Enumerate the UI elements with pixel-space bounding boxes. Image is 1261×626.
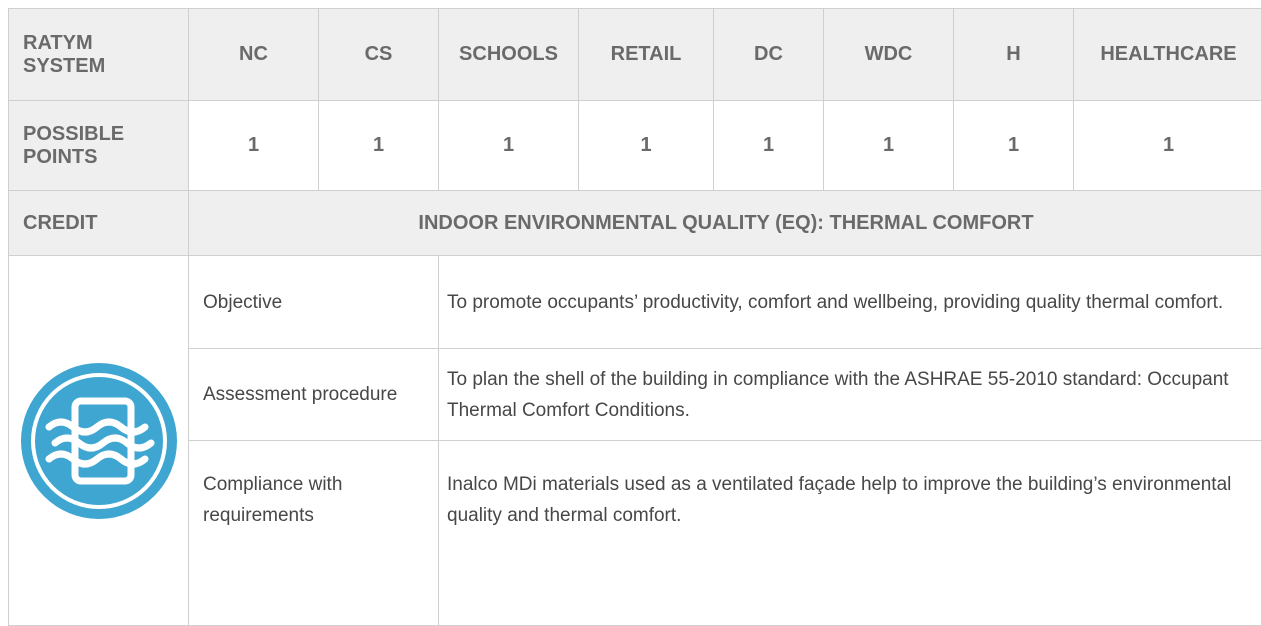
row-description: To plan the shell of the building in com… xyxy=(439,349,1261,441)
points-cell: 1 xyxy=(954,101,1074,191)
row-label: Compliance with requirements xyxy=(189,441,439,626)
header-cell: SCHOOLS xyxy=(439,9,579,101)
row-label: Objective xyxy=(189,256,439,349)
points-cell: 1 xyxy=(714,101,824,191)
credit-value: INDOOR ENVIRONMENTAL QUALITY (EQ): THERM… xyxy=(189,191,1261,256)
body-row: Objective To promote occupants’ producti… xyxy=(9,256,1261,349)
row-description: To promote occupants’ productivity, comf… xyxy=(439,256,1261,349)
row-label: Assessment proce­dure xyxy=(189,349,439,441)
points-label: POSSIBLE POINTS xyxy=(9,101,189,191)
header-cell: H xyxy=(954,9,1074,101)
row-description: Inalco MDi materials used as a ventilate… xyxy=(439,441,1261,626)
body-row: Assessment proce­dure To plan the shell … xyxy=(9,349,1261,441)
credit-row: CREDIT INDOOR ENVIRONMENTAL QUALITY (EQ)… xyxy=(9,191,1261,256)
icon-cell xyxy=(9,256,189,626)
header-cell: HEALTHCARE xyxy=(1074,9,1261,101)
header-cell: DC xyxy=(714,9,824,101)
body-row: Compliance with requirements Inalco MDi … xyxy=(9,441,1261,626)
points-cell: 1 xyxy=(824,101,954,191)
header-cell: NC xyxy=(189,9,319,101)
credit-label: CREDIT xyxy=(9,191,189,256)
points-cell: 1 xyxy=(1074,101,1261,191)
header-label: RATYM SYSTEM xyxy=(9,9,189,101)
points-cell: 1 xyxy=(579,101,714,191)
points-cell: 1 xyxy=(439,101,579,191)
header-cell: RETAIL xyxy=(579,9,714,101)
points-cell: 1 xyxy=(319,101,439,191)
header-cell: WDC xyxy=(824,9,954,101)
points-cell: 1 xyxy=(189,101,319,191)
header-cell: CS xyxy=(319,9,439,101)
thermal-icon xyxy=(19,361,179,521)
